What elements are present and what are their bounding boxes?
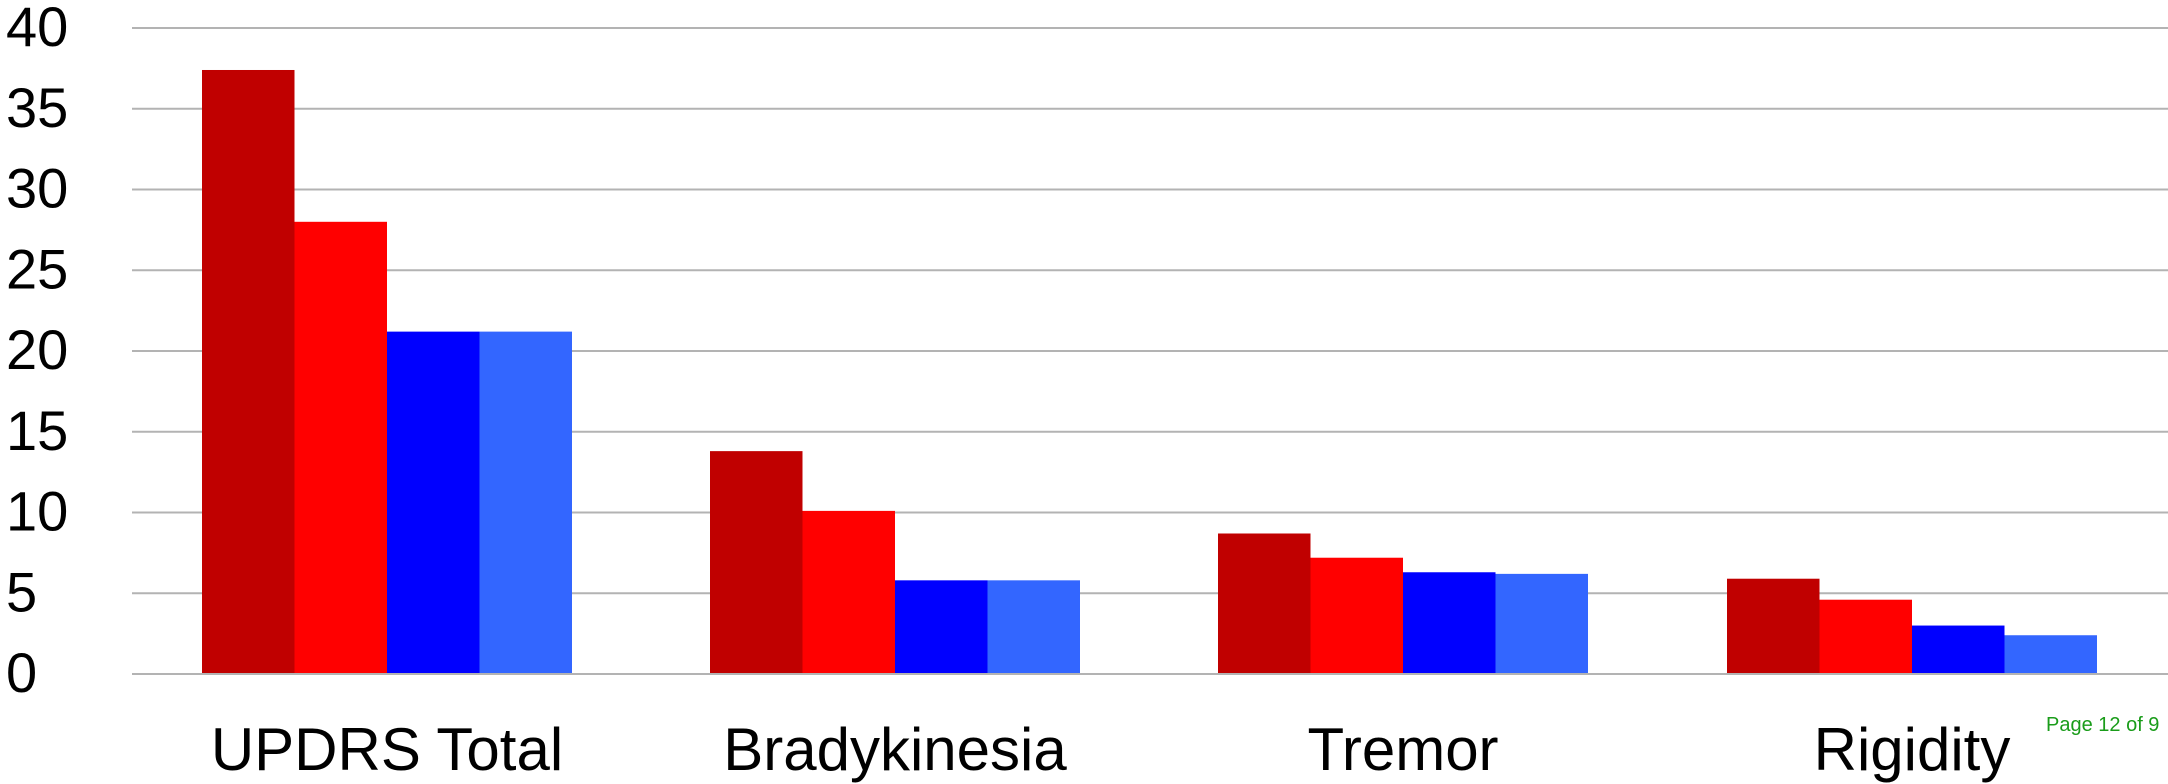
x-category-label: Rigidity xyxy=(1814,716,2011,783)
x-category-label: UPDRS Total xyxy=(211,716,563,783)
bar xyxy=(1495,573,1588,674)
y-tick-label: 5 xyxy=(6,560,37,623)
x-category-labels: UPDRS Total Bradykinesia Tremor Rigidity xyxy=(211,716,2011,783)
bar xyxy=(294,221,387,675)
bar xyxy=(1727,578,1820,674)
y-tick-label: 30 xyxy=(6,157,68,220)
bar xyxy=(1218,533,1311,674)
y-tick-label: 35 xyxy=(6,76,68,139)
y-tick-labels: 0 5 10 15 20 25 30 35 40 xyxy=(6,0,68,704)
bar xyxy=(1819,599,1912,674)
bars xyxy=(202,69,2097,675)
y-tick-label: 0 xyxy=(6,641,37,704)
y-tick-label: 15 xyxy=(6,399,68,462)
bar xyxy=(387,331,480,674)
y-tick-label: 10 xyxy=(6,480,68,543)
bar xyxy=(802,510,895,674)
bar xyxy=(895,580,988,674)
y-tick-label: 20 xyxy=(6,318,68,381)
bar xyxy=(479,331,572,674)
bar xyxy=(710,451,803,674)
bar xyxy=(1403,572,1496,674)
bar xyxy=(1912,625,2005,674)
x-category-label: Bradykinesia xyxy=(723,716,1067,783)
y-tick-label: 40 xyxy=(6,0,68,58)
bar xyxy=(2004,635,2097,674)
bar xyxy=(987,580,1080,674)
x-category-label: Tremor xyxy=(1307,716,1498,783)
bar xyxy=(202,69,295,675)
y-tick-label: 25 xyxy=(6,237,68,300)
page-number: Page 12 of 9 xyxy=(2046,714,2160,736)
bar xyxy=(1310,557,1403,674)
